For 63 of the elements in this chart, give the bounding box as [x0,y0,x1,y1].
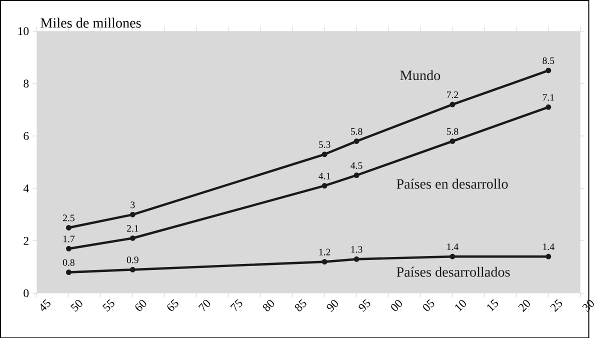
x-tick-label: 00 [390,300,402,311]
data-label: 2.5 [63,214,74,222]
data-label: 2.1 [126,225,138,232]
point [450,138,456,144]
x-tick-label: 15 [487,299,498,312]
data-label: 5.3 [319,141,330,148]
x-tick-label: 70 [198,300,210,312]
data-label: 5.8 [350,128,362,135]
y-tick-label: 4 [23,184,29,192]
data-label: 1.4 [543,243,554,250]
point [546,68,552,74]
y-axis-title: Miles de millones [40,18,141,28]
point [322,182,328,188]
x-tick-label: 25 [550,299,562,312]
data-label: 7.1 [542,94,554,101]
data-label: 4.5 [350,162,362,169]
point [322,258,328,264]
x-tick-label: 75 [230,299,242,312]
x-tick-label: 10 [455,300,466,312]
point [450,254,456,260]
data-label: 7.2 [447,91,458,98]
point [354,172,360,178]
y-tick-label: 2 [24,236,28,245]
point [66,224,72,230]
point [130,266,136,272]
x-tick-label: 85 [294,299,306,312]
series-label: Países desarrollados [396,266,510,277]
y-tick-label: 6 [24,132,29,140]
x-tick-label: 20 [518,300,530,312]
point [354,138,360,144]
y-tick-label: 10 [18,27,29,35]
data-label: 0.8 [62,259,74,266]
point [66,246,72,252]
point [546,104,552,110]
x-tick-label: 80 [262,300,274,312]
series-label: Países en desarrollo [396,178,508,189]
x-tick-label: 55 [102,299,114,312]
x-tick-label: 60 [135,300,146,311]
data-label: 1.4 [447,243,458,250]
point [130,235,136,241]
data-label: 5.8 [446,128,458,135]
x-tick-label: 05 [422,299,434,311]
x-tick-label: 50 [70,300,82,312]
point [322,151,328,157]
data-label: 3 [130,201,135,208]
data-label: 4.1 [318,172,330,180]
data-label: 1.3 [351,246,362,253]
x-tick-label: 65 [167,299,178,311]
data-label: 1.2 [319,248,330,256]
series-label: Mundo [400,70,440,80]
data-label: 8.5 [542,57,554,64]
point [354,256,360,262]
point [546,254,552,260]
point [130,212,136,218]
x-tick-label: 95 [358,299,370,312]
x-tick-label: 45 [40,299,50,311]
data-label: 1.7 [63,236,75,242]
x-tick-label: 90 [326,300,338,312]
y-tick-label: 0 [24,289,29,298]
point [66,269,72,275]
point [450,102,456,108]
y-tick-label: 8 [24,79,29,88]
data-label: 0.9 [126,256,138,264]
